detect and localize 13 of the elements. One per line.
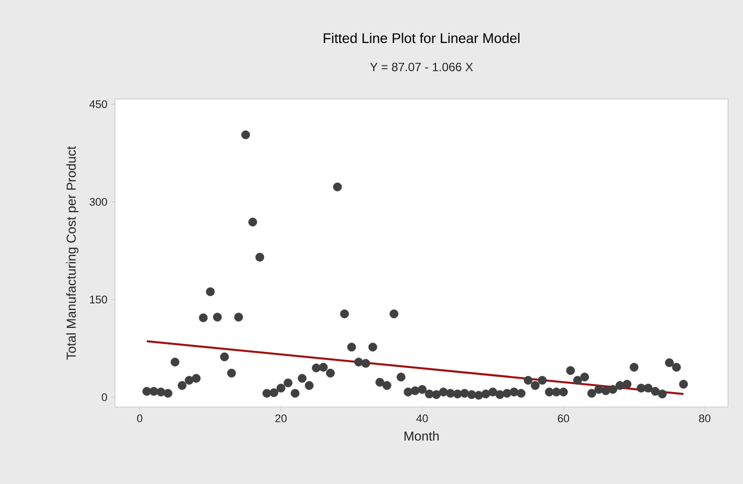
x-tick-label: 60 [558, 414, 570, 422]
y-tick-label: 300 [90, 198, 108, 206]
x-tick-label: 0 [137, 414, 142, 422]
x-axis-title: Month [404, 431, 439, 441]
y-tick-label: 450 [89, 100, 108, 108]
y-tick-label: 150 [90, 296, 108, 304]
x-tick-label: 80 [699, 414, 710, 422]
x-tick-label: 40 [416, 414, 428, 422]
x-tick-label: 20 [275, 414, 287, 422]
y-axis-title: Total Manufacturing Cost per Product [66, 146, 78, 360]
y-tick-label: 0 [102, 393, 108, 402]
chart-title: Fitted Line Plot for Linear Model [324, 32, 520, 44]
chart-subtitle: Y = 87.07 - 1.066 X [370, 62, 473, 72]
